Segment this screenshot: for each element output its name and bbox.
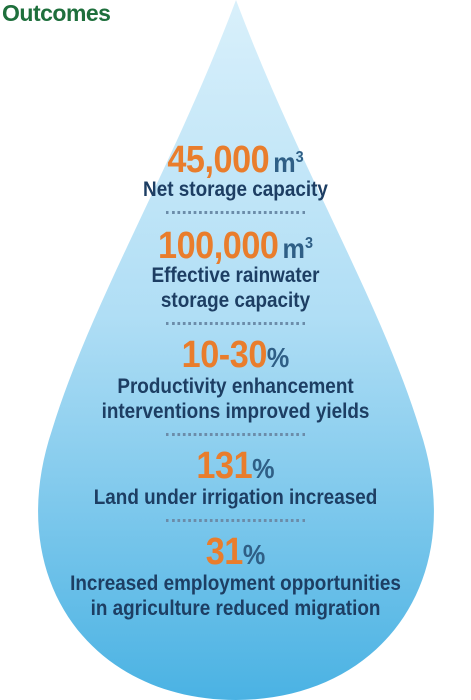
stat-label: Land under irrigation increased	[93, 486, 378, 509]
stat-value: 31%	[24, 533, 448, 571]
stat-number: 10-30	[181, 334, 268, 376]
stat-unit: m3	[273, 147, 304, 178]
stat-number: 131	[196, 445, 253, 487]
dotted-divider	[165, 211, 306, 214]
dotted-divider	[165, 322, 306, 325]
stat-value: 45,000 m3	[24, 139, 448, 179]
stat-effective-storage: 100,000 m3 Effective rainwater storage c…	[24, 225, 448, 313]
stat-number: 100,000	[158, 225, 279, 267]
stat-label: Increased employment opportunities in ag…	[70, 572, 401, 620]
stat-label: Productivity enhancement interventions i…	[101, 375, 370, 423]
page-title: Outcomes	[2, 0, 111, 26]
stat-net-storage: 45,000 m3 Net storage capacity	[24, 139, 448, 202]
stat-number: 31	[205, 531, 244, 573]
stat-number: 45,000	[167, 139, 270, 181]
stat-value: 131%	[24, 447, 448, 485]
dotted-divider	[165, 519, 306, 522]
stat-value: 10-30%	[24, 336, 448, 374]
stat-employment: 31% Increased employment opportunities i…	[24, 533, 448, 621]
stat-productivity: 10-30% Productivity enhancement interven…	[24, 336, 448, 424]
stat-label: Net storage capacity	[143, 178, 328, 201]
stat-unit: %	[242, 539, 266, 570]
stat-unit: m3	[282, 233, 313, 264]
stat-label: Effective rainwater storage capacity	[151, 264, 320, 312]
stat-irrigation: 131% Land under irrigation increased	[24, 447, 448, 510]
outcome-stats: 45,000 m3 Net storage capacity 100,000 m…	[24, 139, 448, 621]
stat-unit: %	[252, 453, 275, 484]
stat-unit: %	[266, 342, 290, 373]
dotted-divider	[165, 433, 306, 436]
stat-value: 100,000 m3	[24, 225, 448, 265]
